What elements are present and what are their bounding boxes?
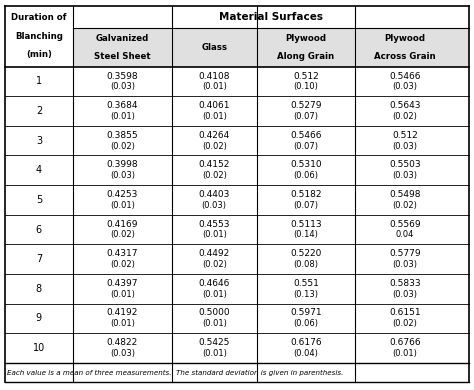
Text: 0.4403: 0.4403 xyxy=(199,190,230,199)
Text: Duration of

Blanching

(min): Duration of Blanching (min) xyxy=(11,13,67,59)
Text: Each value is a mean of three measurements.  The standard deviation is given in : Each value is a mean of three measuremen… xyxy=(7,369,343,376)
Text: (0.06): (0.06) xyxy=(293,319,319,328)
Text: (0.02): (0.02) xyxy=(202,260,227,269)
Text: 1: 1 xyxy=(36,76,42,87)
Text: 0.5779: 0.5779 xyxy=(389,249,421,258)
Text: 0.4192: 0.4192 xyxy=(107,308,138,317)
Text: 0.3855: 0.3855 xyxy=(107,131,138,140)
Text: 0.4169: 0.4169 xyxy=(107,220,138,229)
Text: 2: 2 xyxy=(36,106,42,116)
Text: (0.02): (0.02) xyxy=(392,319,418,328)
Text: (0.03): (0.03) xyxy=(392,142,418,151)
Text: (0.01): (0.01) xyxy=(202,289,227,299)
Text: (0.01): (0.01) xyxy=(202,230,227,239)
Text: (0.07): (0.07) xyxy=(293,142,319,151)
Text: 0.3598: 0.3598 xyxy=(107,72,138,81)
Text: (0.02): (0.02) xyxy=(110,230,135,239)
Text: 0.5503: 0.5503 xyxy=(389,160,421,170)
Text: (0.06): (0.06) xyxy=(293,171,319,180)
Text: 0.4317: 0.4317 xyxy=(107,249,138,258)
Text: 4: 4 xyxy=(36,165,42,175)
Text: 0.5643: 0.5643 xyxy=(389,101,420,110)
Text: 0.5425: 0.5425 xyxy=(199,338,230,347)
Bar xyxy=(73,28,469,67)
Text: (0.03): (0.03) xyxy=(110,349,135,358)
Text: (0.01): (0.01) xyxy=(110,112,135,121)
Text: Glass: Glass xyxy=(201,43,227,52)
Text: Plywood

Across Grain: Plywood Across Grain xyxy=(374,34,436,61)
Text: 0.04: 0.04 xyxy=(396,230,414,239)
Text: 0.5833: 0.5833 xyxy=(389,279,421,288)
Text: 8: 8 xyxy=(36,284,42,294)
Text: (0.01): (0.01) xyxy=(110,289,135,299)
Text: 0.5000: 0.5000 xyxy=(199,308,230,317)
Text: 0.551: 0.551 xyxy=(293,279,319,288)
Text: (0.03): (0.03) xyxy=(110,82,135,91)
Text: 0.5466: 0.5466 xyxy=(389,72,420,81)
Text: 0.4492: 0.4492 xyxy=(199,249,230,258)
Text: (0.08): (0.08) xyxy=(293,260,319,269)
Text: (0.02): (0.02) xyxy=(392,112,418,121)
Text: 0.3684: 0.3684 xyxy=(107,101,138,110)
Text: 0.5971: 0.5971 xyxy=(290,308,322,317)
Text: (0.02): (0.02) xyxy=(202,171,227,180)
Text: 10: 10 xyxy=(33,343,45,353)
Text: Plywood

Along Grain: Plywood Along Grain xyxy=(277,34,335,61)
Text: 7: 7 xyxy=(36,254,42,264)
Text: (0.01): (0.01) xyxy=(110,319,135,328)
Text: 0.4108: 0.4108 xyxy=(199,72,230,81)
Text: 0.512: 0.512 xyxy=(293,72,319,81)
Text: 0.6176: 0.6176 xyxy=(290,338,322,347)
Text: 0.5182: 0.5182 xyxy=(290,190,322,199)
Text: (0.02): (0.02) xyxy=(110,142,135,151)
Text: (0.01): (0.01) xyxy=(202,112,227,121)
Text: (0.07): (0.07) xyxy=(293,112,319,121)
Text: 0.5498: 0.5498 xyxy=(389,190,420,199)
Text: (0.03): (0.03) xyxy=(392,171,418,180)
Text: 0.4646: 0.4646 xyxy=(199,279,230,288)
Text: (0.03): (0.03) xyxy=(392,260,418,269)
Text: 0.4061: 0.4061 xyxy=(199,101,230,110)
Text: 0.5569: 0.5569 xyxy=(389,220,421,229)
Text: (0.14): (0.14) xyxy=(293,230,319,239)
Text: (0.02): (0.02) xyxy=(110,260,135,269)
Text: Material Surfaces: Material Surfaces xyxy=(219,12,323,22)
Text: 5: 5 xyxy=(36,195,42,205)
Text: 0.6766: 0.6766 xyxy=(389,338,421,347)
Text: 0.5279: 0.5279 xyxy=(290,101,322,110)
Text: (0.01): (0.01) xyxy=(110,201,135,210)
Text: (0.07): (0.07) xyxy=(293,201,319,210)
Text: 0.5113: 0.5113 xyxy=(290,220,322,229)
Text: (0.01): (0.01) xyxy=(202,349,227,358)
Text: Galvanized

Steel Sheet: Galvanized Steel Sheet xyxy=(94,34,151,61)
Text: 0.512: 0.512 xyxy=(392,131,418,140)
Text: (0.04): (0.04) xyxy=(293,349,319,358)
Text: 0.6151: 0.6151 xyxy=(389,308,421,317)
Text: (0.03): (0.03) xyxy=(110,171,135,180)
Text: 0.4253: 0.4253 xyxy=(107,190,138,199)
Text: 0.5310: 0.5310 xyxy=(290,160,322,170)
Text: 0.5466: 0.5466 xyxy=(290,131,322,140)
Text: 9: 9 xyxy=(36,313,42,323)
Text: (0.03): (0.03) xyxy=(202,201,227,210)
Text: 0.4152: 0.4152 xyxy=(199,160,230,170)
Text: 6: 6 xyxy=(36,225,42,234)
Text: (0.03): (0.03) xyxy=(392,289,418,299)
Text: (0.02): (0.02) xyxy=(202,142,227,151)
Text: (0.01): (0.01) xyxy=(202,82,227,91)
Text: 0.4553: 0.4553 xyxy=(199,220,230,229)
Text: (0.13): (0.13) xyxy=(293,289,319,299)
Text: 3: 3 xyxy=(36,136,42,146)
Text: (0.01): (0.01) xyxy=(392,349,418,358)
Text: 0.4397: 0.4397 xyxy=(107,279,138,288)
Text: 0.3998: 0.3998 xyxy=(107,160,138,170)
Text: (0.10): (0.10) xyxy=(293,82,319,91)
Text: (0.01): (0.01) xyxy=(202,319,227,328)
Text: (0.02): (0.02) xyxy=(392,201,418,210)
Text: 0.5220: 0.5220 xyxy=(290,249,322,258)
Text: 0.4264: 0.4264 xyxy=(199,131,230,140)
Text: 0.4822: 0.4822 xyxy=(107,338,138,347)
Text: (0.03): (0.03) xyxy=(392,82,418,91)
